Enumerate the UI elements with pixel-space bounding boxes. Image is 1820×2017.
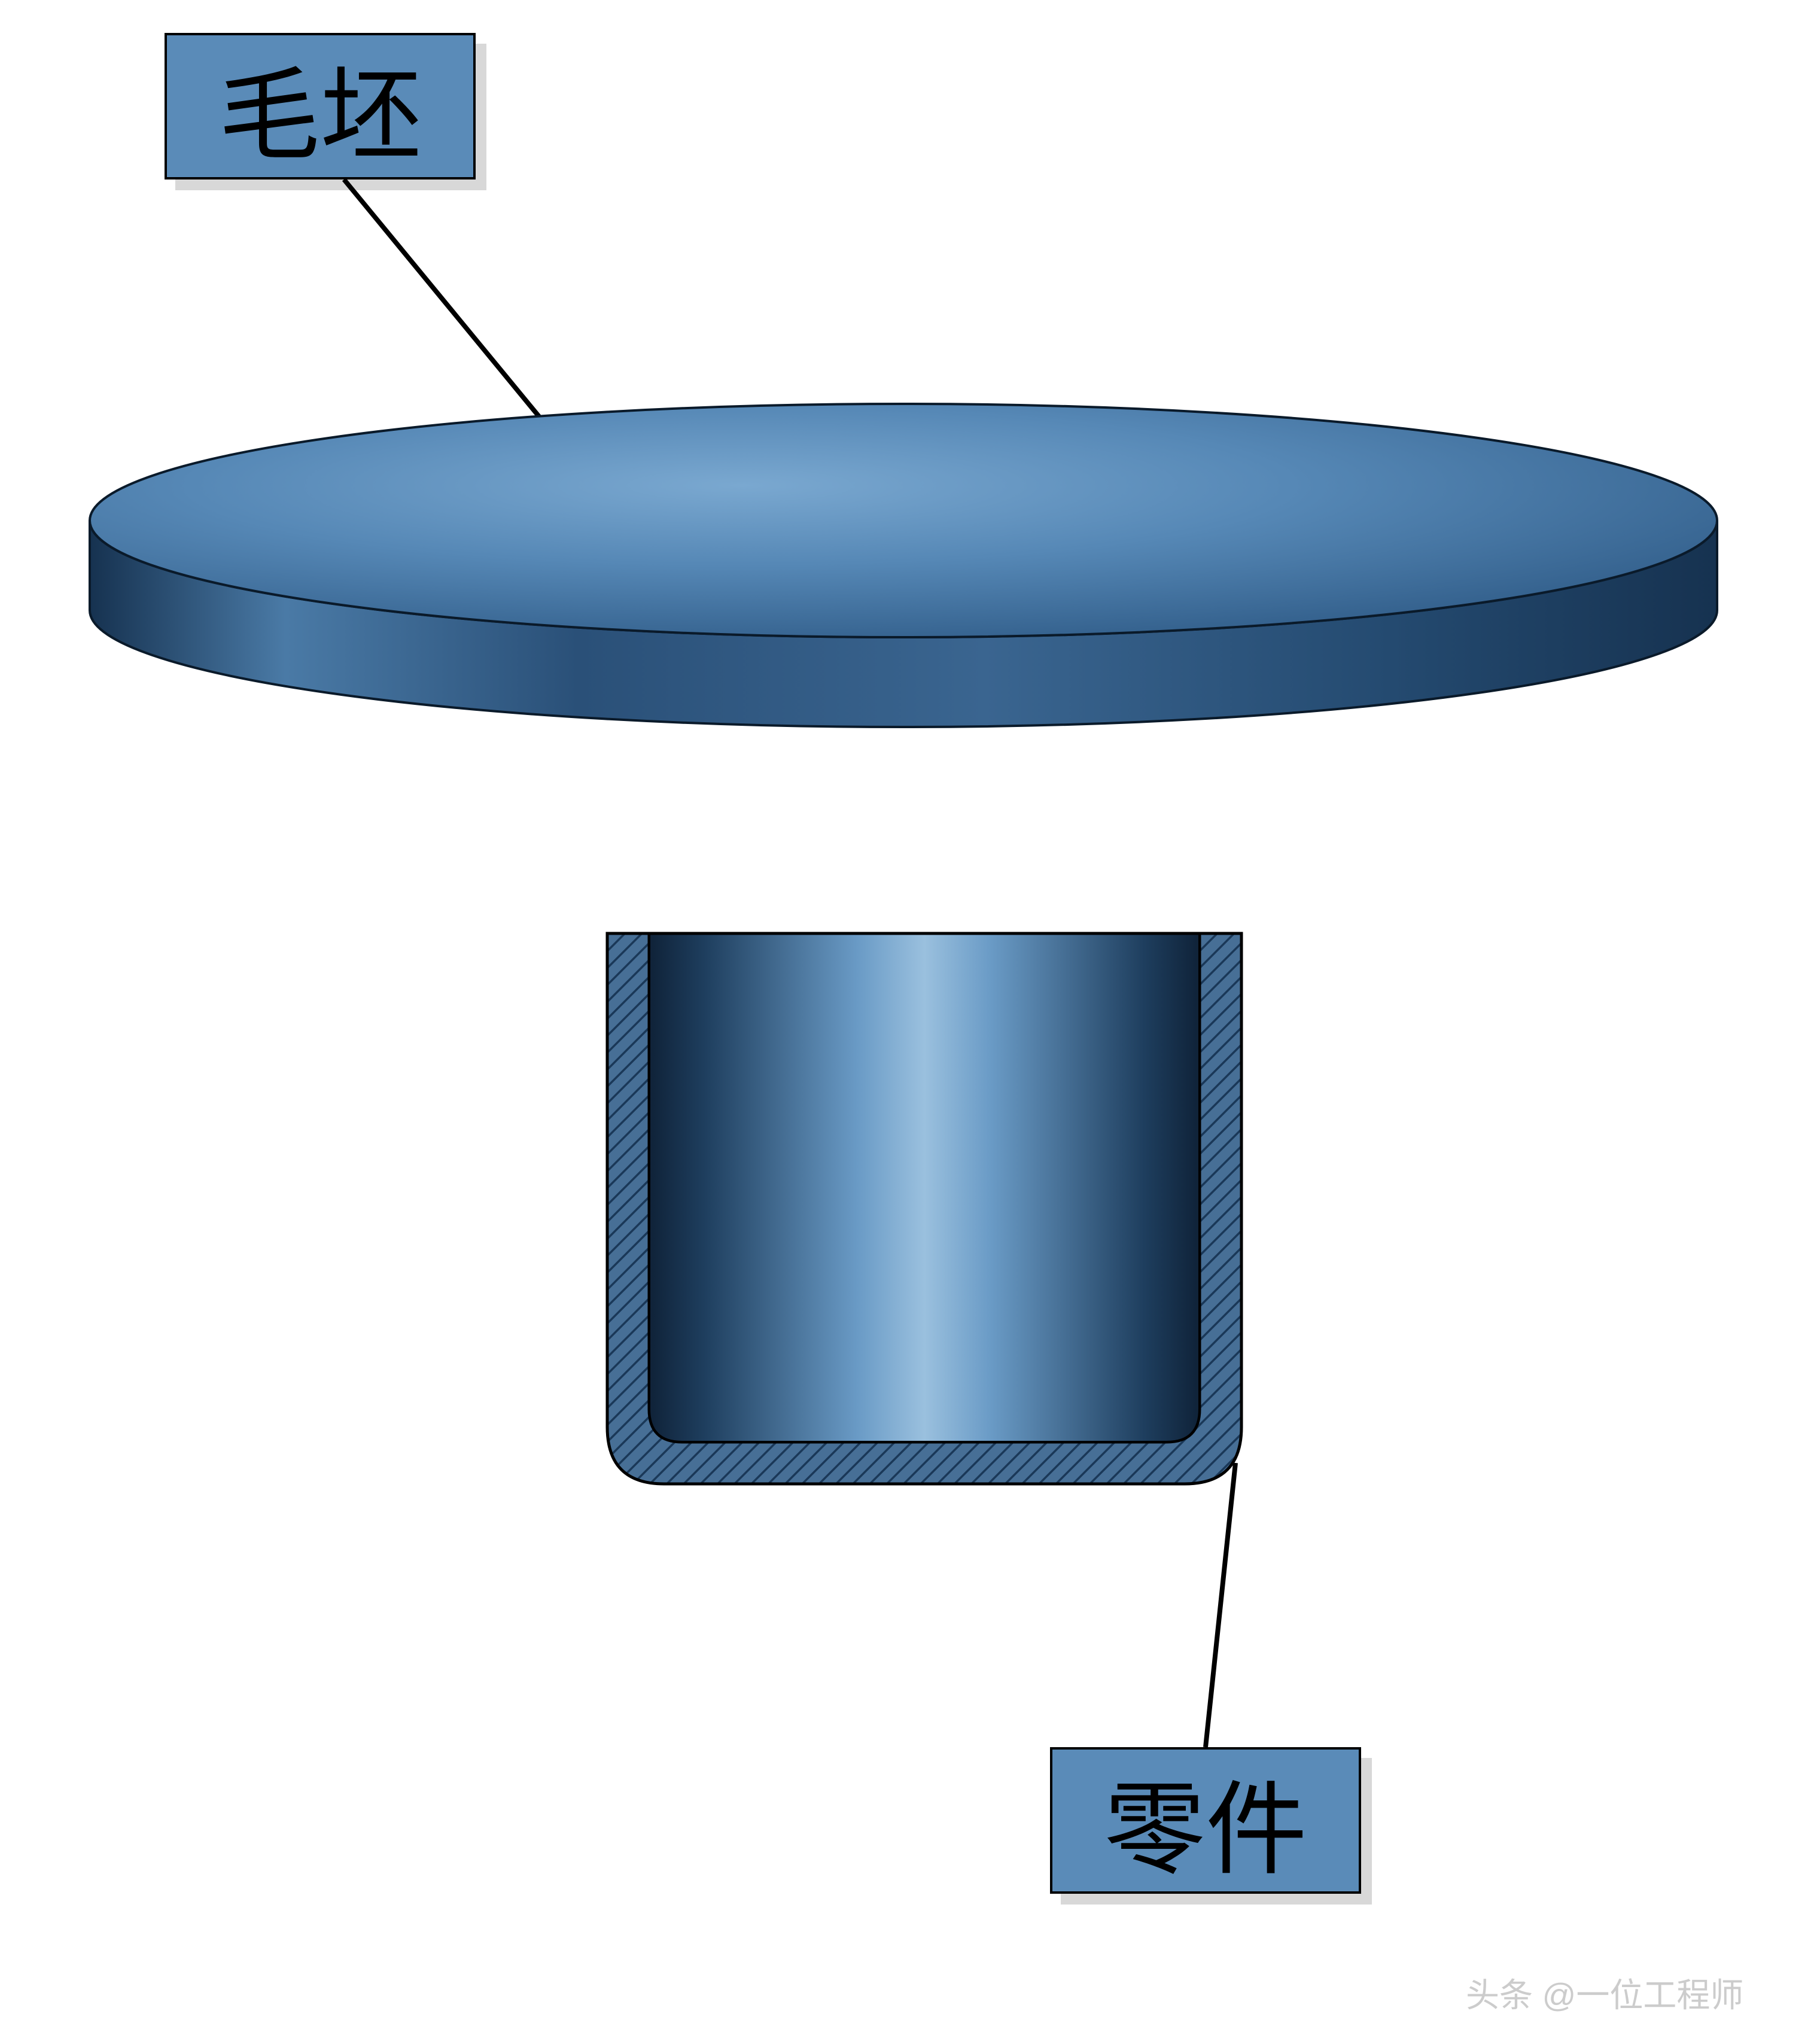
cup-inner-cylinder <box>649 933 1200 1442</box>
watermark-text: 头条 @一位工程师 <box>1466 1969 1743 2017</box>
part-label-text: 零件 <box>1104 1747 1307 1894</box>
part-label-box: 零件 <box>1050 1747 1361 1894</box>
cup-part <box>0 0 1820 2007</box>
